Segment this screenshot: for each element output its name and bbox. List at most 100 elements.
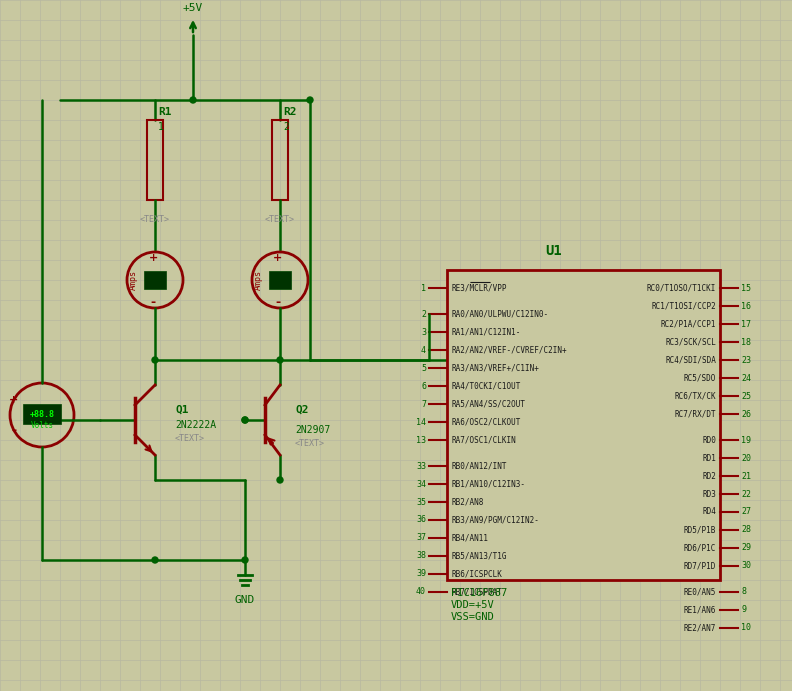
Text: RE2/AN7: RE2/AN7 (683, 623, 716, 632)
Text: 18: 18 (741, 337, 751, 346)
Text: RA5/AN4/SS/C2OUT: RA5/AN4/SS/C2OUT (451, 399, 525, 408)
Text: 16: 16 (741, 301, 751, 310)
Text: +: + (273, 253, 283, 263)
Text: Amps: Amps (253, 270, 262, 290)
Text: 21: 21 (741, 471, 751, 480)
Text: RD2: RD2 (703, 471, 716, 480)
Text: +: + (10, 395, 19, 405)
Text: 5: 5 (421, 363, 426, 372)
Text: RD3: RD3 (703, 489, 716, 498)
FancyBboxPatch shape (23, 404, 61, 424)
Text: RC0/T1OSO/T1CKI: RC0/T1OSO/T1CKI (646, 283, 716, 292)
Text: 2N2907: 2N2907 (295, 425, 330, 435)
Text: RA7/OSC1/CLKIN: RA7/OSC1/CLKIN (451, 435, 516, 444)
Text: 19: 19 (741, 435, 751, 444)
Circle shape (277, 357, 283, 363)
Text: <TEXT>: <TEXT> (265, 215, 295, 224)
Text: 13: 13 (416, 435, 426, 444)
Text: RC3/SCK/SCL: RC3/SCK/SCL (665, 337, 716, 346)
Circle shape (152, 557, 158, 563)
FancyBboxPatch shape (144, 271, 166, 289)
Text: 3: 3 (421, 328, 426, 337)
Text: VSS=GND: VSS=GND (451, 612, 495, 622)
Text: +5V: +5V (183, 3, 203, 13)
Text: RC4/SDI/SDA: RC4/SDI/SDA (665, 355, 716, 364)
Text: 10: 10 (741, 623, 751, 632)
Text: RC7/RX/DT: RC7/RX/DT (674, 410, 716, 419)
Text: 37: 37 (416, 533, 426, 542)
Text: 1: 1 (421, 283, 426, 292)
Text: Amps: Amps (128, 270, 138, 290)
Text: +88.8: +88.8 (29, 410, 55, 419)
Text: RD1: RD1 (703, 453, 716, 462)
Text: RE0/AN5: RE0/AN5 (683, 587, 716, 596)
Text: 20: 20 (741, 453, 751, 462)
Text: 22: 22 (741, 489, 751, 498)
Text: <TEXT>: <TEXT> (295, 439, 325, 448)
Circle shape (242, 417, 248, 423)
Text: 15: 15 (741, 283, 751, 292)
Text: <TEXT>: <TEXT> (140, 215, 170, 224)
Circle shape (277, 477, 283, 483)
Circle shape (190, 97, 196, 103)
Bar (147, 120, 163, 200)
Text: 8: 8 (741, 587, 746, 596)
Text: RB5/AN13/T1G: RB5/AN13/T1G (451, 551, 507, 560)
Text: 36: 36 (416, 515, 426, 524)
Bar (272, 120, 288, 200)
Text: RB2/AN8: RB2/AN8 (451, 498, 483, 507)
Text: RB6/ICSPCLK: RB6/ICSPCLK (451, 569, 502, 578)
Text: RA0/AN0/ULPWU/C12IN0-: RA0/AN0/ULPWU/C12IN0- (451, 310, 548, 319)
Text: 4: 4 (421, 346, 426, 354)
Text: 35: 35 (416, 498, 426, 507)
Text: RA2/AN2/VREF-/CVREF/C2IN+: RA2/AN2/VREF-/CVREF/C2IN+ (451, 346, 566, 354)
Text: R2: R2 (283, 107, 296, 117)
Text: RB0/AN12/INT: RB0/AN12/INT (451, 462, 507, 471)
Text: -: - (150, 296, 155, 308)
Text: RB3/AN9/PGM/C12IN2-: RB3/AN9/PGM/C12IN2- (451, 515, 539, 524)
Text: 34: 34 (416, 480, 426, 489)
Text: RD6/P1C: RD6/P1C (683, 544, 716, 553)
Text: RE1/AN6: RE1/AN6 (683, 605, 716, 614)
Text: RA4/T0CKI/C1OUT: RA4/T0CKI/C1OUT (451, 381, 520, 390)
Text: RB1/AN10/C12IN3-: RB1/AN10/C12IN3- (451, 480, 525, 489)
Text: R1: R1 (158, 107, 172, 117)
Text: 6: 6 (421, 381, 426, 390)
Text: <TEXT>: <TEXT> (175, 433, 205, 442)
Text: 23: 23 (741, 355, 751, 364)
Text: RA3/AN3/VREF+/C1IN+: RA3/AN3/VREF+/C1IN+ (451, 363, 539, 372)
Text: GND: GND (235, 595, 255, 605)
Circle shape (242, 557, 248, 563)
Text: RC1/T1OSI/CCP2: RC1/T1OSI/CCP2 (651, 301, 716, 310)
Text: 33: 33 (416, 462, 426, 471)
Text: 14: 14 (416, 417, 426, 426)
Text: 1: 1 (158, 122, 164, 132)
Text: Q2: Q2 (295, 405, 309, 415)
Text: -: - (11, 424, 17, 437)
FancyBboxPatch shape (269, 271, 291, 289)
Text: RD7/P1D: RD7/P1D (683, 562, 716, 571)
Text: 27: 27 (741, 507, 751, 516)
Text: +: + (148, 253, 158, 263)
Text: 9: 9 (741, 605, 746, 614)
Text: RB7/ICSPDAT: RB7/ICSPDAT (451, 587, 502, 596)
Text: 7: 7 (421, 399, 426, 408)
Text: 29: 29 (741, 544, 751, 553)
Text: PIC16F887: PIC16F887 (451, 588, 507, 598)
Text: RE3/MCLR/VPP: RE3/MCLR/VPP (451, 283, 507, 292)
Bar (447, 270, 720, 580)
Text: RD0: RD0 (703, 435, 716, 444)
Text: RA1/AN1/C12IN1-: RA1/AN1/C12IN1- (451, 328, 520, 337)
Text: RB4/AN11: RB4/AN11 (451, 533, 488, 542)
Text: VDD=+5V: VDD=+5V (451, 600, 495, 610)
Text: 25: 25 (741, 392, 751, 401)
Text: Q1: Q1 (175, 405, 188, 415)
Text: RD4: RD4 (703, 507, 716, 516)
Text: 17: 17 (741, 319, 751, 328)
Text: RD5/P1B: RD5/P1B (683, 525, 716, 535)
Circle shape (307, 97, 313, 103)
Circle shape (242, 417, 248, 423)
Text: 28: 28 (741, 525, 751, 535)
Text: 40: 40 (416, 587, 426, 596)
Text: RA6/OSC2/CLKOUT: RA6/OSC2/CLKOUT (451, 417, 520, 426)
